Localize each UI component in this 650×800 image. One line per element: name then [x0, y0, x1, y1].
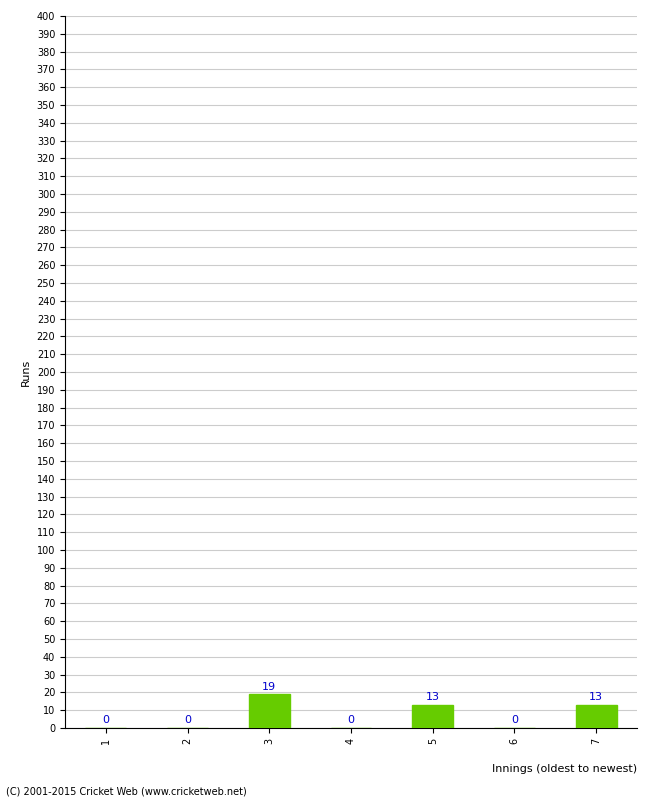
- Text: 19: 19: [262, 682, 276, 691]
- Text: 0: 0: [102, 715, 109, 726]
- Bar: [412, 705, 453, 728]
- Y-axis label: Runs: Runs: [21, 358, 31, 386]
- Text: Innings (oldest to newest): Innings (oldest to newest): [492, 764, 637, 774]
- Text: 0: 0: [348, 715, 354, 726]
- Bar: [576, 705, 617, 728]
- Text: 13: 13: [589, 692, 603, 702]
- Text: 13: 13: [426, 692, 439, 702]
- Text: 0: 0: [184, 715, 191, 726]
- Text: 0: 0: [511, 715, 518, 726]
- Bar: [249, 694, 290, 728]
- Text: (C) 2001-2015 Cricket Web (www.cricketweb.net): (C) 2001-2015 Cricket Web (www.cricketwe…: [6, 786, 247, 796]
